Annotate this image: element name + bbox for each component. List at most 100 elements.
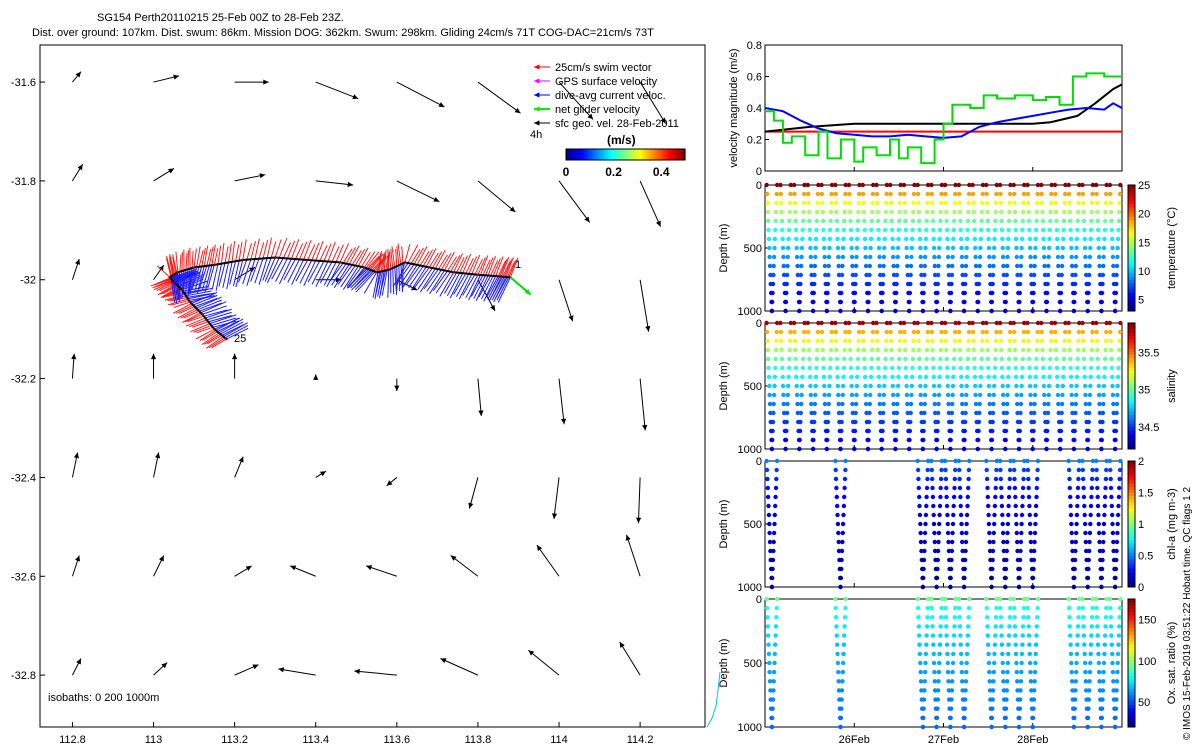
panel-colorbar-segment — [1128, 191, 1135, 195]
profile-point — [1083, 254, 1088, 260]
swim-vector — [456, 257, 465, 273]
current-vector — [295, 259, 309, 282]
profile-point — [1099, 706, 1105, 711]
current-vector — [419, 268, 436, 293]
profile-point — [772, 236, 777, 242]
profile-point — [935, 566, 940, 572]
profile-point — [934, 437, 940, 443]
profile-point — [948, 584, 953, 590]
profile-point — [1094, 605, 1099, 611]
profile-point — [1097, 401, 1102, 407]
profile-point — [1005, 539, 1010, 545]
current-vector — [275, 258, 288, 282]
profile-point — [1080, 191, 1086, 197]
profile-point — [1089, 356, 1094, 362]
panel-colorbar-segment — [1128, 251, 1135, 255]
swim-vector — [323, 243, 332, 262]
profile-point — [993, 494, 998, 500]
profile-point — [839, 410, 845, 416]
track-point — [375, 271, 378, 274]
profile-point — [1039, 338, 1045, 344]
panel-frame — [764, 598, 1123, 728]
profile-point — [834, 485, 839, 491]
profile-point — [868, 254, 873, 260]
profile-point — [807, 374, 813, 380]
profile-point — [951, 651, 956, 657]
current-vector — [172, 275, 177, 300]
profile-point — [959, 392, 965, 398]
geo-velocity-arrow-head — [514, 107, 521, 114]
colorbar-segment — [639, 149, 642, 160]
panel-colorbar-segment — [1128, 483, 1135, 487]
profile-point — [841, 503, 847, 509]
profile-point — [949, 410, 955, 416]
swim-vector — [357, 247, 369, 267]
swim-vector — [459, 255, 468, 274]
profile-point — [938, 200, 944, 206]
profile-point — [1096, 374, 1101, 380]
profile-point — [1110, 651, 1115, 657]
panel-colorbar-segment — [1128, 549, 1135, 553]
profile-point — [1048, 356, 1053, 362]
profile-point — [965, 503, 970, 509]
profile-point — [1112, 724, 1118, 730]
current-vector — [465, 274, 479, 299]
profile-point — [950, 669, 955, 675]
profile-point — [1102, 503, 1108, 509]
profile-point — [1055, 383, 1060, 389]
profile-point — [936, 401, 941, 407]
profile-point — [1074, 383, 1079, 389]
swim-vector — [471, 254, 481, 275]
profile-point — [767, 383, 772, 389]
profile-point — [1113, 575, 1118, 581]
profile-point — [1099, 428, 1105, 434]
current-vector — [189, 266, 198, 295]
panel-colorbar-segment — [1128, 533, 1135, 538]
profile-point — [1006, 365, 1011, 371]
profile-point — [922, 392, 928, 398]
profile-point — [964, 254, 969, 260]
profile-point — [1012, 329, 1017, 335]
colorbar-segment — [585, 149, 589, 160]
swim-vector — [327, 241, 336, 262]
profile-point — [839, 566, 844, 572]
profile-point — [984, 191, 989, 197]
profile-point — [822, 401, 828, 407]
current-vector — [203, 309, 228, 317]
profile-point — [917, 236, 923, 242]
profile-point — [923, 512, 929, 518]
profile-point — [931, 651, 936, 657]
profile-point — [774, 191, 779, 197]
panel-colorbar-tick-label: 34.5 — [1138, 422, 1159, 434]
profile-point — [1014, 530, 1019, 536]
swim-vector — [188, 319, 207, 328]
profile-point — [1073, 410, 1078, 416]
profile-point — [924, 624, 930, 629]
geo-velocity-arrow — [234, 173, 266, 182]
panel-colorbar-segment — [1128, 439, 1135, 444]
profile-point — [957, 485, 963, 491]
profile-point — [794, 383, 799, 389]
swim-vector — [499, 258, 508, 277]
profile-point — [807, 365, 812, 371]
profile-point — [993, 615, 999, 620]
geo-velocity-arrow-head — [168, 168, 174, 174]
profile-point — [961, 446, 967, 452]
profile-point — [1025, 320, 1030, 326]
panel-y-tick-label: 0 — [756, 594, 762, 606]
profile-point — [787, 209, 792, 215]
legend-swatch-head — [534, 92, 540, 98]
profile-point — [1028, 669, 1033, 675]
profile-point — [1033, 642, 1039, 647]
profile-point — [770, 419, 776, 425]
profile-point — [1021, 320, 1027, 326]
profile-point — [1109, 356, 1114, 362]
swim-vector — [179, 254, 182, 272]
profile-point — [924, 209, 930, 215]
profile-point — [835, 374, 840, 380]
profile-point — [879, 437, 885, 443]
swim-vector — [502, 260, 511, 277]
profile-point — [1019, 660, 1024, 666]
profile-point — [1103, 615, 1109, 620]
current-vector — [379, 270, 387, 295]
